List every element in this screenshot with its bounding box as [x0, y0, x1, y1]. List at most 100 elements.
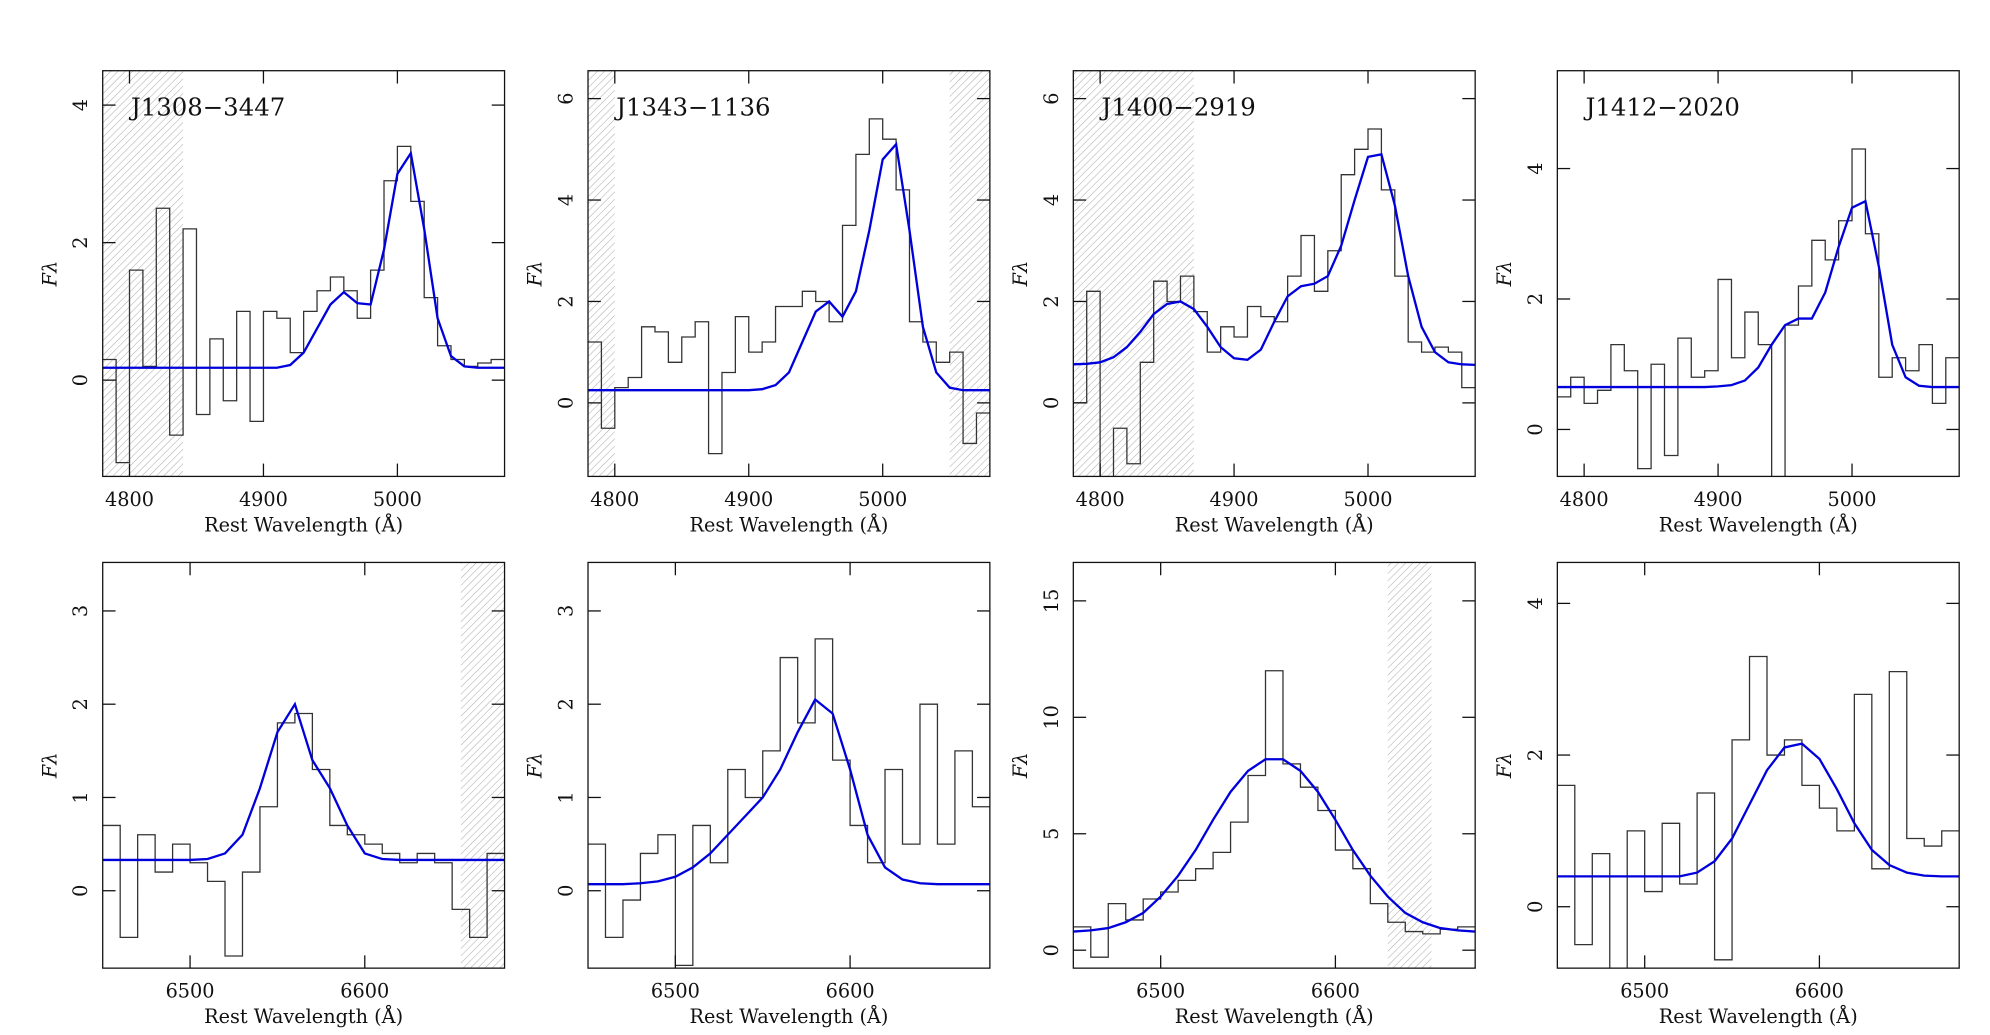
- y-tick-label: 3: [69, 605, 92, 617]
- plot-area: [1073, 562, 1476, 969]
- spectrum-step: [588, 118, 990, 455]
- y-tick-label: 2: [69, 236, 92, 248]
- y-axis-label: Fλ: [1009, 261, 1032, 288]
- y-tick-label: 0: [554, 885, 577, 897]
- panel: 4800 4900 5000 0 2 4 6 Rest Wavelength (Å) Fλ J13…: [524, 70, 991, 536]
- x-tick-label: 6600: [340, 980, 389, 1003]
- spectrum-step: [102, 145, 505, 464]
- y-tick-label: 4: [554, 194, 577, 206]
- y-tick-label: 0: [1524, 901, 1547, 913]
- panel-title: J1400−2919: [1099, 93, 1256, 122]
- y-axis-label: Fλ: [38, 261, 61, 288]
- spectrum-step: [1073, 128, 1476, 477]
- x-axis-label: Rest Wavelength (Å): [1175, 513, 1374, 536]
- panel: 4800 4900 5000 0 2 4 Rest Wavelength (Å) Fλ J141…: [1493, 70, 1960, 536]
- y-tick-label: 2: [554, 295, 577, 307]
- panel-title: J1343−1136: [613, 93, 770, 122]
- plot-area: [588, 638, 990, 966]
- y-tick-label: 1: [554, 791, 577, 803]
- model-curve: [1557, 742, 1960, 878]
- plot-area: [1557, 148, 1960, 477]
- excluded-region: [1387, 562, 1432, 969]
- spectrum-step: [102, 712, 505, 957]
- y-axis-label: Fλ: [524, 753, 547, 780]
- panel: 6500 6600 0 1 2 3 Rest Wavelength (Å) Fλ: [38, 561, 506, 1028]
- panel: 6500 6600 0 1 2 3 Rest Wavelength (Å) Fλ: [524, 561, 991, 1028]
- panel: 4800 4900 5000 0 2 4 6 Rest Wavelength (Å) Fλ J14…: [1009, 70, 1476, 536]
- x-tick-label: 4800: [1076, 488, 1125, 511]
- plot-area: [588, 70, 990, 477]
- y-tick-label: 0: [1524, 423, 1547, 435]
- model-curve: [102, 150, 505, 369]
- y-tick-label: 10: [1040, 705, 1063, 730]
- x-axis-label: Rest Wavelength (Å): [204, 1005, 403, 1028]
- x-tick-label: 6500: [1620, 980, 1669, 1003]
- y-tick-label: 4: [1524, 162, 1547, 174]
- y-tick-label: 0: [554, 397, 577, 409]
- y-tick-label: 2: [1040, 295, 1063, 307]
- x-tick-label: 5000: [858, 488, 907, 511]
- axes-frame: [1072, 70, 1476, 478]
- model-curve: [1073, 758, 1476, 933]
- x-tick-label: 4900: [724, 488, 773, 511]
- excluded-region: [949, 70, 990, 477]
- spectrum-step: [1073, 670, 1476, 958]
- y-tick-label: 4: [1040, 194, 1063, 206]
- x-tick-label: 6600: [1795, 980, 1844, 1003]
- model-curve: [1557, 199, 1960, 389]
- y-tick-label: 0: [69, 885, 92, 897]
- y-tick-label: 0: [69, 374, 92, 386]
- x-tick-label: 4800: [1560, 488, 1609, 511]
- x-tick-label: 5000: [1344, 488, 1393, 511]
- x-axis-label: Rest Wavelength (Å): [1659, 1005, 1858, 1028]
- axes-frame: [587, 70, 991, 478]
- panel: 6500 6600 0 2 4 Rest Wavelength (Å) Fλ: [1493, 561, 1960, 1028]
- y-tick-label: 1: [69, 791, 92, 803]
- axes-frame: [102, 561, 506, 969]
- plot-area: [102, 70, 505, 477]
- model-curve: [588, 697, 990, 886]
- axes-frame: [1072, 561, 1476, 969]
- model-curve: [1073, 153, 1476, 367]
- y-tick-label: 6: [554, 92, 577, 104]
- x-tick-label: 5000: [373, 488, 422, 511]
- y-axis-label: Fλ: [1493, 261, 1516, 288]
- x-tick-label: 6600: [826, 980, 875, 1003]
- x-tick-label: 6500: [1136, 980, 1185, 1003]
- y-tick-label: 4: [69, 99, 92, 111]
- plot-area: [1073, 70, 1476, 477]
- spectrum-step: [1557, 655, 1960, 969]
- excluded-region: [460, 562, 505, 969]
- model-curve: [102, 701, 505, 862]
- y-tick-label: 2: [554, 698, 577, 710]
- plot-area: [1557, 655, 1960, 969]
- axes-frame: [1556, 70, 1960, 478]
- y-tick-label: 0: [1040, 944, 1063, 956]
- x-axis-label: Rest Wavelength (Å): [689, 1005, 888, 1028]
- panel: 4800 4900 5000 0 2 4 Rest Wavelength (Å) Fλ J130…: [38, 70, 506, 536]
- y-tick-label: 6: [1040, 92, 1063, 104]
- axes-frame: [587, 561, 991, 969]
- y-tick-label: 4: [1524, 597, 1547, 609]
- x-axis-label: Rest Wavelength (Å): [689, 513, 888, 536]
- y-axis-label: Fλ: [1493, 753, 1516, 780]
- x-axis-label: Rest Wavelength (Å): [1175, 1005, 1374, 1028]
- x-tick-label: 4900: [1694, 488, 1743, 511]
- x-tick-label: 4800: [105, 488, 154, 511]
- y-tick-label: 2: [1524, 749, 1547, 761]
- spectrum-step: [1557, 148, 1960, 477]
- panel-title: J1308−3447: [128, 93, 285, 122]
- x-tick-label: 5000: [1828, 488, 1877, 511]
- y-tick-label: 3: [554, 605, 577, 617]
- model-curve: [588, 141, 990, 392]
- y-axis-label: Fλ: [524, 261, 547, 288]
- spectrum-step: [588, 638, 990, 966]
- x-tick-label: 4900: [1210, 488, 1259, 511]
- y-tick-label: 5: [1040, 828, 1063, 840]
- y-tick-label: 2: [69, 698, 92, 710]
- y-axis-label: Fλ: [1009, 753, 1032, 780]
- x-tick-label: 4900: [239, 488, 288, 511]
- x-tick-label: 6500: [166, 980, 215, 1003]
- excluded-region: [1073, 70, 1194, 477]
